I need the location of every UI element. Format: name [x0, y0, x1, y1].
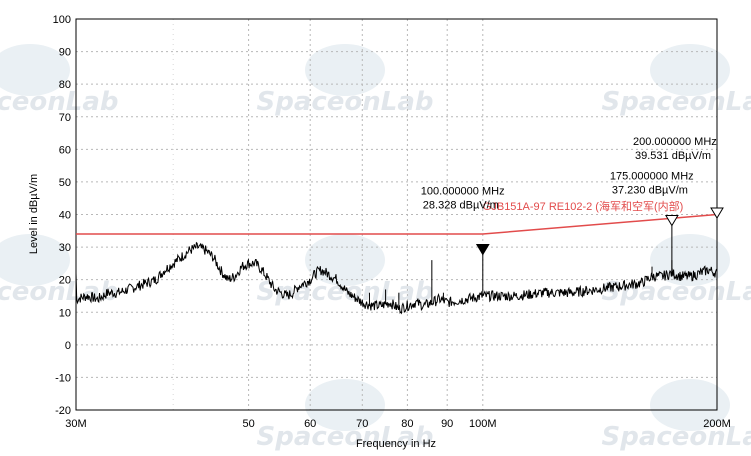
y-tick-label: 10 [59, 307, 71, 319]
x-tick-label: 80 [401, 418, 413, 430]
y-tick-label: 70 [59, 112, 71, 124]
trace-series-line [75, 241, 718, 315]
watermark-text: SpaceonLab [601, 277, 751, 307]
x-tick-label: 100M [469, 418, 497, 430]
x-tick-label: 90 [441, 418, 453, 430]
watermark-text: SpaceonLab [256, 87, 433, 117]
watermark-text: SpaceonLab [601, 87, 751, 117]
x-axis-tick-labels: 30M 50 60 70 80 90 100M 200M [65, 418, 730, 430]
marker-layer: 100.000000 MHz 28.328 dBµV/m 175.000000 MH… [421, 136, 724, 296]
y-tick-label: -10 [55, 372, 71, 384]
marker-2: 175.000000 MHz 37.230 dBµV/m [610, 171, 694, 274]
marker-1: 100.000000 MHz 28.328 dBµV/m [421, 186, 505, 296]
y-tick-label: -20 [55, 405, 71, 417]
x-tick-label: 60 [304, 418, 316, 430]
marker-3: 200.000000 MHz 39.531 dBµV/m [633, 136, 724, 274]
limit-line-label: GJB151A-97 RE102-2 (海军和空军(内部) [483, 199, 684, 213]
x-tick-label: 70 [356, 418, 368, 430]
watermark-logo-icon [650, 44, 730, 96]
y-tick-label: 50 [59, 177, 71, 189]
x-tick-label: 50 [242, 418, 254, 430]
limit-line [76, 213, 718, 235]
y-tick-label: 20 [59, 275, 71, 287]
marker-triangle-icon [664, 215, 679, 227]
y-tick-label: 80 [59, 79, 71, 91]
x-axis-title: Frequency in Hz [356, 438, 436, 450]
y-tick-label: 40 [59, 210, 71, 222]
watermark-logo-icon [650, 234, 730, 286]
y-axis-title: Level in dBµV/m [28, 174, 40, 254]
marker-level-label: 39.531 dBµV/m [635, 150, 711, 162]
marker-triangle-icon [710, 207, 724, 219]
x-tick-label: 30M [65, 418, 86, 430]
watermark-text: SpaceonLab [601, 422, 751, 452]
marker-level-label: 37.230 dBµV/m [612, 185, 688, 197]
watermark-logo-icon [0, 44, 70, 96]
y-tick-label: 90 [59, 47, 71, 59]
watermark-layer: SpaceonLab SpaceonLab SpaceonLab SpaceonLab… [0, 44, 751, 452]
watermark-logo-icon [305, 44, 385, 96]
marker-frequency-label: 200.000000 MHz [633, 136, 717, 148]
marker-level-label: 28.328 dBµV/m [423, 200, 499, 212]
limit-layer: GJB151A-97 RE102-2 (海军和空军(内部) [76, 199, 718, 235]
marker-frequency-label: 175.000000 MHz [610, 171, 694, 183]
y-tick-label: 60 [59, 144, 71, 156]
watermark-logo-icon [305, 379, 385, 431]
marker-frequency-label: 100.000000 MHz [421, 186, 505, 198]
marker-triangle-icon [475, 244, 490, 256]
watermark-logo-icon [0, 234, 70, 286]
y-tick-label: 100 [53, 14, 71, 26]
watermark-logo-icon [650, 379, 730, 431]
watermark-text: SpaceonLab [256, 422, 433, 452]
x-tick-label: 200M [703, 418, 731, 430]
watermark-text: SpaceonLab [0, 87, 119, 117]
y-tick-label: 30 [59, 242, 71, 254]
grid [75, 18, 718, 411]
y-tick-label: 0 [65, 340, 71, 352]
